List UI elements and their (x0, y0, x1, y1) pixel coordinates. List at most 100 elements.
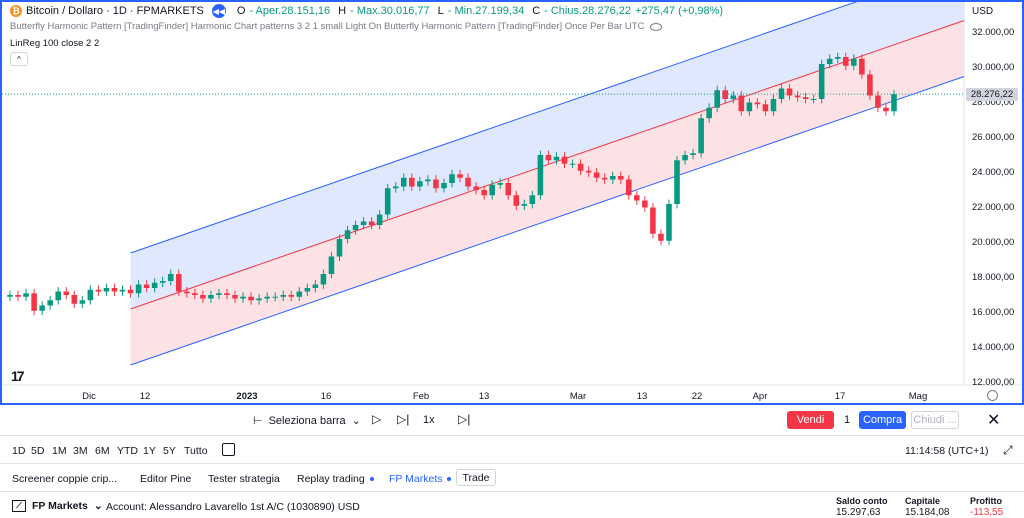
symbol-title[interactable]: Bitcoin / Dollaro · 1D · FPMARKETS (26, 5, 204, 17)
candle-body (682, 155, 688, 161)
stat-equity-value: 15.184,08 (905, 507, 950, 518)
candle-body (15, 295, 21, 297)
candle-body (810, 99, 817, 100)
tab-fp-markets[interactable]: FP Markets (389, 473, 452, 485)
buy-button[interactable]: Compra (859, 411, 906, 429)
eye-hidden-icon[interactable] (650, 22, 663, 31)
clock-label[interactable]: 11:14:58 (UTC+1) (905, 445, 989, 457)
candle-body (352, 225, 359, 231)
candle-body (39, 305, 45, 311)
settings-icon[interactable] (987, 390, 998, 401)
chart-legend: ₿ Bitcoin / Dollaro · 1D · FPMARKETS ◀◀ … (10, 4, 723, 18)
candle-body (473, 186, 479, 190)
quantity-field[interactable]: 1 (843, 414, 851, 426)
divider (0, 491, 1024, 492)
indicator-butterfly-label: Butterfly Harmonic Pattern [TradingFinde… (10, 21, 645, 32)
timeframe-6m[interactable]: 6M (95, 445, 110, 457)
stat-balance-label: Saldo conto (836, 496, 888, 506)
candle-body (159, 281, 166, 283)
candle-body (585, 170, 592, 173)
channel-lower-line (130, 76, 965, 366)
currency-selector[interactable]: USD (972, 6, 993, 17)
replay-speed[interactable]: 1x (423, 414, 435, 426)
low-value: - Min.27.199,34 (447, 5, 525, 17)
last-price-badge: 28.276,22 (966, 88, 1018, 101)
select-bar-icon: ⊢ (253, 415, 263, 427)
timeframe-5d[interactable]: 5D (31, 445, 45, 457)
select-bar-button[interactable]: ⊢ Seleziona barra ⌄ (253, 414, 361, 428)
price-tick-label: 32.000,00 (972, 27, 1014, 38)
tab-screener[interactable]: Screener coppie crip... (12, 473, 118, 485)
candle-body (577, 163, 584, 171)
select-bar-label: Seleziona barra (268, 414, 346, 427)
change-value: +275,47 (+0,98%) (634, 5, 724, 17)
candle-body (296, 291, 303, 297)
price-tick-label: 28.000,00 (972, 97, 1014, 108)
candle-body (601, 177, 608, 180)
step-forward-icon[interactable]: ▷| (397, 412, 410, 426)
timeframe-all[interactable]: Tutto (184, 445, 208, 457)
candle-body (834, 57, 841, 59)
timeframe-1m[interactable]: 1M (52, 445, 67, 457)
collapse-indicators-button[interactable]: ^ (10, 52, 28, 66)
chevron-down-icon: ⌄ (351, 415, 361, 427)
timeframe-5y[interactable]: 5Y (163, 445, 176, 457)
close-position-button[interactable]: Chiudi ... (911, 411, 959, 429)
stat-balance-value: 15.297,63 (836, 507, 881, 518)
candle-body (674, 160, 680, 204)
candle-body (666, 204, 672, 241)
candle-body (87, 289, 94, 301)
candle-body (650, 207, 656, 234)
sell-button[interactable]: Vendi (787, 411, 834, 429)
candle-body (184, 291, 190, 294)
candle-body (441, 183, 447, 189)
timeframe-3m[interactable]: 3M (73, 445, 88, 457)
candle-body (167, 274, 174, 281)
candle-body (392, 186, 399, 189)
indicator-butterfly[interactable]: Butterfly Harmonic Pattern [TradingFinde… (10, 21, 663, 32)
candle-body (328, 256, 335, 274)
candle-body (71, 295, 78, 304)
indicator-linreg[interactable]: LinReg 100 close 2 2 (10, 38, 100, 49)
candle-body (786, 88, 793, 96)
candle-body (425, 179, 431, 182)
timeframe-1d[interactable]: 1D (12, 445, 26, 457)
candle-body (891, 94, 897, 112)
price-tick-label: 22.000,00 (972, 202, 1014, 213)
candle-body (336, 239, 343, 257)
chart-pane[interactable]: 32.000,00 30.000,00 28.000,00 26.000,00 24.0… (0, 0, 1024, 405)
play-icon[interactable]: ▷ (372, 412, 382, 426)
candle-body (400, 177, 407, 187)
fp-markets-logo-icon: ⟋ (12, 500, 26, 512)
candle-body (521, 204, 528, 206)
timeframe-ytd[interactable]: YTD (117, 445, 138, 457)
candle-body (569, 163, 576, 165)
fullscreen-icon[interactable]: ⤢ (1003, 443, 1013, 457)
jump-to-realtime-icon[interactable]: ▷| (458, 412, 471, 426)
candle-body (746, 102, 753, 112)
tab-strategy-tester[interactable]: Tester strategia (208, 473, 280, 485)
trade-button[interactable]: Trade (456, 469, 496, 486)
price-chart[interactable]: 32.000,00 30.000,00 28.000,00 26.000,00 24.0… (2, 2, 1022, 403)
candle-body (642, 200, 648, 208)
candle-body (417, 181, 423, 187)
candle-body (842, 57, 849, 66)
candle-body (698, 118, 704, 154)
time-tick-label: Mag (909, 391, 927, 402)
timeframe-1y[interactable]: 1Y (143, 445, 156, 457)
replay-icon[interactable]: ◀◀ (211, 4, 226, 18)
candle-body (344, 230, 351, 239)
candle-body (545, 155, 552, 161)
tab-pine-editor[interactable]: Editor Pine (140, 473, 192, 485)
broker-selector[interactable]: ⟋ FP Markets ⌄ (12, 500, 103, 512)
candle-body (497, 183, 504, 185)
candle-body (593, 172, 600, 178)
candle-body (216, 293, 222, 295)
candle-body (762, 104, 769, 112)
tab-replay-trading[interactable]: Replay trading (297, 473, 374, 485)
candle-body (449, 174, 455, 183)
close-icon[interactable]: ✕ (987, 412, 1001, 429)
calendar-icon[interactable] (222, 443, 235, 456)
candle-body (505, 183, 512, 196)
account-label[interactable]: Account: Alessandro Lavarello 1st A/C (1… (106, 501, 360, 513)
